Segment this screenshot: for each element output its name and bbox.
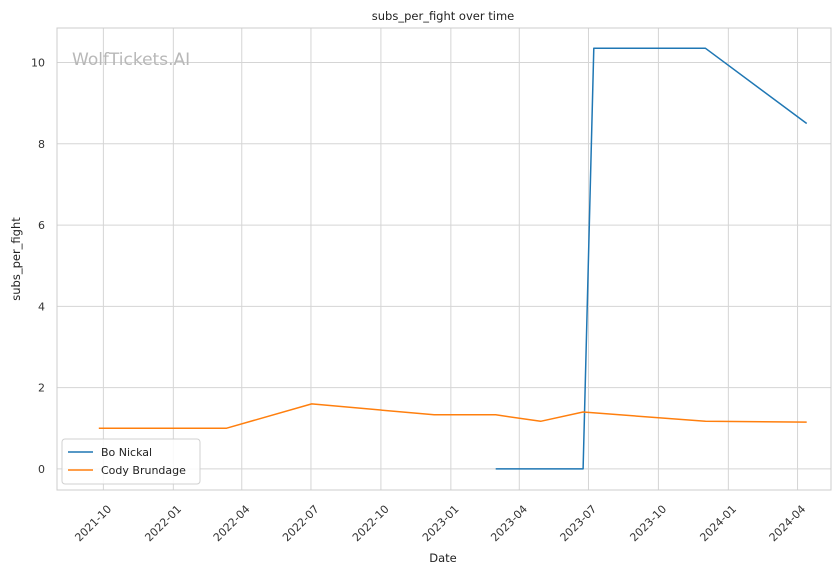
x-tick-label: 2024-04 [767, 503, 809, 545]
series-line-cody-brundage [98, 403, 807, 429]
y-axis-label: subs_per_fight [9, 217, 23, 301]
y-tick-label: 10 [31, 57, 45, 70]
legend: Bo Nickal Cody Brundage [61, 438, 201, 485]
chart-title: subs_per_fight over time [372, 9, 514, 23]
watermark: WolfTickets.AI [72, 50, 190, 70]
legend-label: Cody Brundage [101, 464, 186, 477]
x-tick-label: 2023-07 [558, 503, 600, 545]
series-line-bo-nickal [495, 47, 808, 470]
plot-area [56, 27, 832, 491]
y-tick-label: 0 [38, 463, 45, 476]
series-layer [98, 47, 808, 470]
x-tick-label: 2023-04 [488, 503, 530, 545]
legend-label: Bo Nickal [101, 446, 152, 459]
x-tick-label: 2022-04 [211, 503, 253, 545]
y-tick-label: 6 [38, 219, 45, 232]
y-tick-label: 4 [38, 300, 45, 313]
y-tick-label: 8 [38, 138, 45, 151]
legend-box [61, 438, 201, 485]
y-axis-ticks: 0 2 4 6 8 10 [31, 57, 45, 476]
x-tick-label: 2022-10 [350, 503, 392, 545]
x-tick-label: 2023-10 [627, 503, 669, 545]
x-tick-label: 2023-01 [420, 503, 462, 545]
y-tick-label: 2 [38, 382, 45, 395]
x-tick-label: 2022-01 [142, 503, 184, 545]
x-axis-label: Date [429, 551, 457, 565]
x-tick-label: 2024-01 [697, 503, 739, 545]
x-tick-label: 2022-07 [280, 503, 322, 545]
x-tick-label: 2021-10 [72, 503, 114, 545]
x-axis-ticks: 2021-10 2022-01 2022-04 2022-07 2022-10 2023-… [72, 503, 808, 545]
